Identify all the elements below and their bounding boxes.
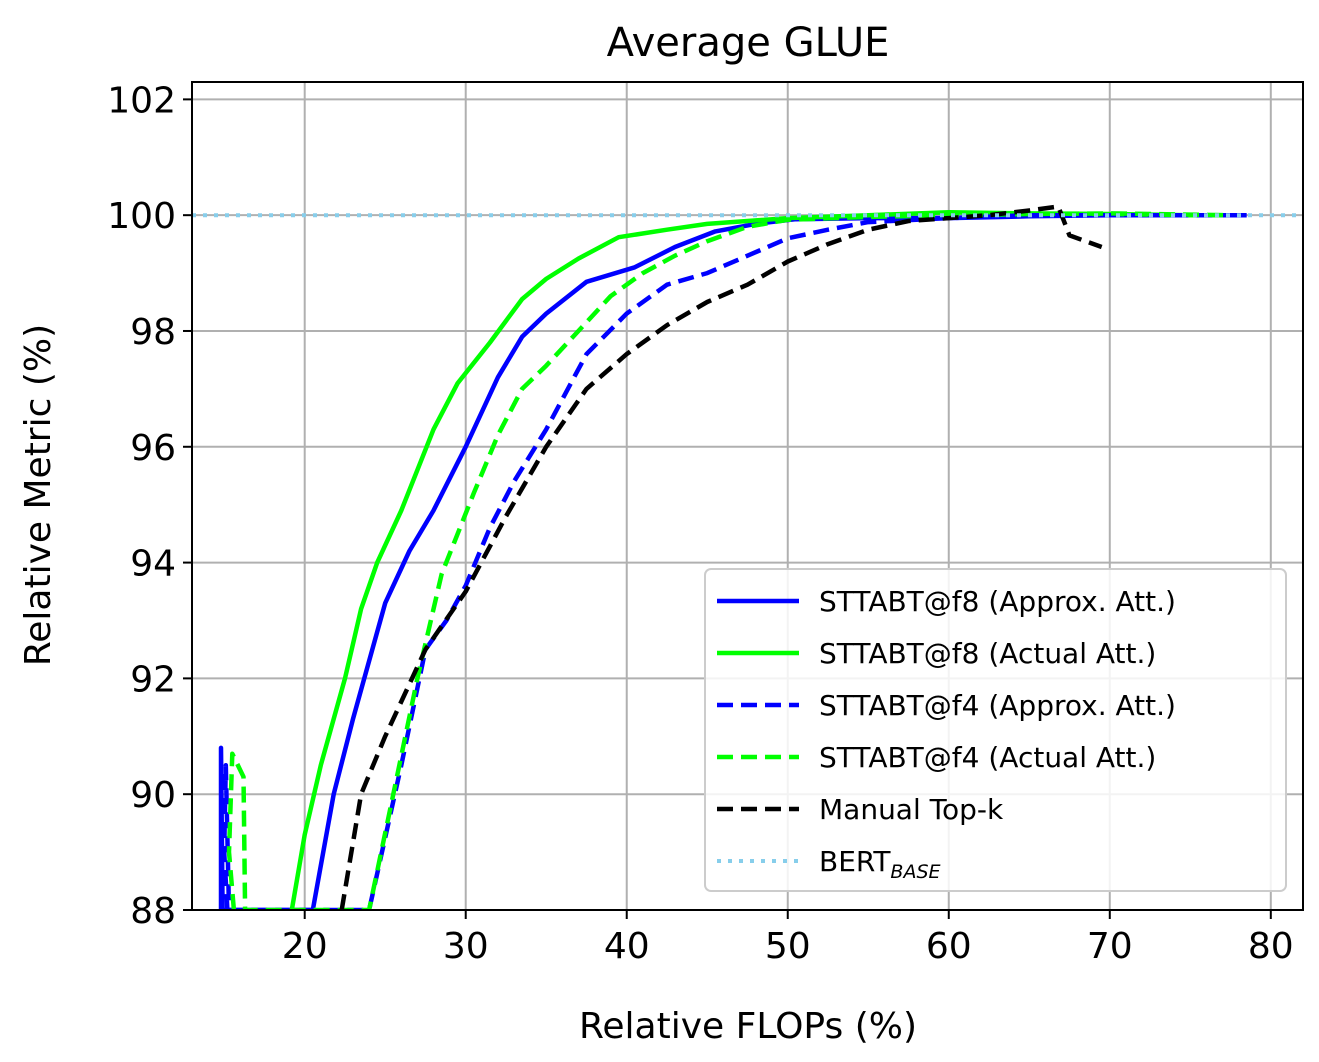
legend-label-3: STTABT@f4 (Approx. Att.) [819, 689, 1176, 722]
x-tick-label: 40 [604, 926, 650, 967]
x-tick-label: 60 [926, 926, 972, 967]
chart-title: Average GLUE [607, 20, 890, 66]
x-tick-label: 70 [1087, 926, 1133, 967]
series-lines [192, 204, 1303, 910]
plot-frame [191, 81, 1304, 911]
legend-label-subscript: BASE [890, 861, 940, 883]
x-tick-label: 30 [443, 926, 489, 967]
series-line-3 [221, 212, 1247, 910]
y-tick-label: 98 [130, 312, 176, 353]
x-tick-label: 80 [1248, 926, 1294, 967]
series-line-5 [339, 204, 1103, 910]
y-tick-label: 92 [130, 659, 176, 700]
y-tick-label: 88 [130, 891, 176, 932]
legend-label-1: STTABT@f8 (Approx. Att.) [819, 585, 1176, 618]
y-tick-label: 90 [130, 775, 176, 816]
y-tick-label: 94 [130, 544, 176, 585]
legend-label-4: STTABT@f4 (Actual Att.) [819, 741, 1156, 774]
ticks: 20 30 40 50 60 70 80 88 90 92 94 96 98 100 102 [107, 80, 1293, 967]
y-tick-label: 100 [107, 196, 176, 237]
y-tick-label: 102 [107, 80, 176, 121]
legend-label-2: STTABT@f8 (Actual Att.) [819, 637, 1156, 670]
y-tick-label: 96 [130, 428, 176, 469]
legend-box [704, 568, 1287, 892]
series-line-4 [226, 211, 1231, 910]
x-tick-label: 20 [282, 926, 328, 967]
x-axis-label: Relative FLOPs (%) [579, 1006, 917, 1047]
y-axis-label: Relative Metric (%) [18, 324, 59, 666]
legend: STTABT@f8 (Approx. Att.) STTABT@f8 (Actua… [704, 568, 1287, 892]
x-tick-label: 50 [765, 926, 811, 967]
legend-label-5: Manual Top-k [819, 793, 1004, 826]
